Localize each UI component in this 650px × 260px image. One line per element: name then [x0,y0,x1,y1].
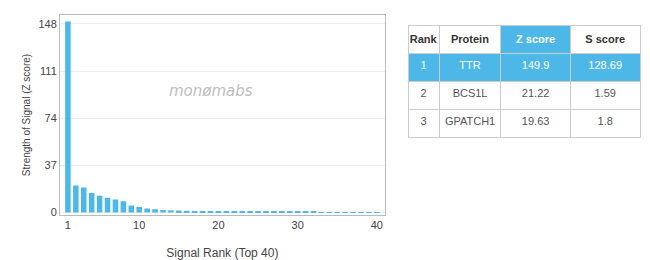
svg-text:1.8: 1.8 [598,115,613,127]
svg-text:3: 3 [421,115,427,127]
svg-text:10: 10 [133,219,145,231]
svg-text:30: 30 [292,219,304,231]
svg-text:111: 111 [40,65,57,77]
svg-text:20: 20 [212,219,224,231]
svg-text:Rank: Rank [410,33,438,45]
svg-text:40: 40 [371,219,383,231]
svg-text:BCS1L: BCS1L [453,87,488,99]
svg-text:monømabs: monømabs [169,82,253,100]
svg-text:Protein: Protein [451,33,489,45]
svg-text:37: 37 [45,159,57,171]
svg-text:1: 1 [421,59,427,71]
svg-text:2: 2 [421,87,427,99]
svg-text:TTR: TTR [459,59,480,71]
svg-text:1.59: 1.59 [594,87,615,99]
svg-text:128.69: 128.69 [588,59,622,71]
svg-text:Strength of Signal (Z score): Strength of Signal (Z score) [21,54,32,176]
svg-text:GPATCH1: GPATCH1 [445,115,495,127]
svg-text:1: 1 [65,219,71,231]
svg-text:Z score: Z score [516,33,555,45]
svg-text:74: 74 [45,112,57,124]
svg-text:Signal Rank (Top 40): Signal Rank (Top 40) [166,246,278,260]
svg-text:149.9: 149.9 [522,59,550,71]
svg-text:S score: S score [585,33,625,45]
svg-text:0: 0 [51,206,57,218]
svg-text:148: 148 [38,18,56,30]
svg-text:19.63: 19.63 [522,115,550,127]
svg-text:21.22: 21.22 [522,87,550,99]
